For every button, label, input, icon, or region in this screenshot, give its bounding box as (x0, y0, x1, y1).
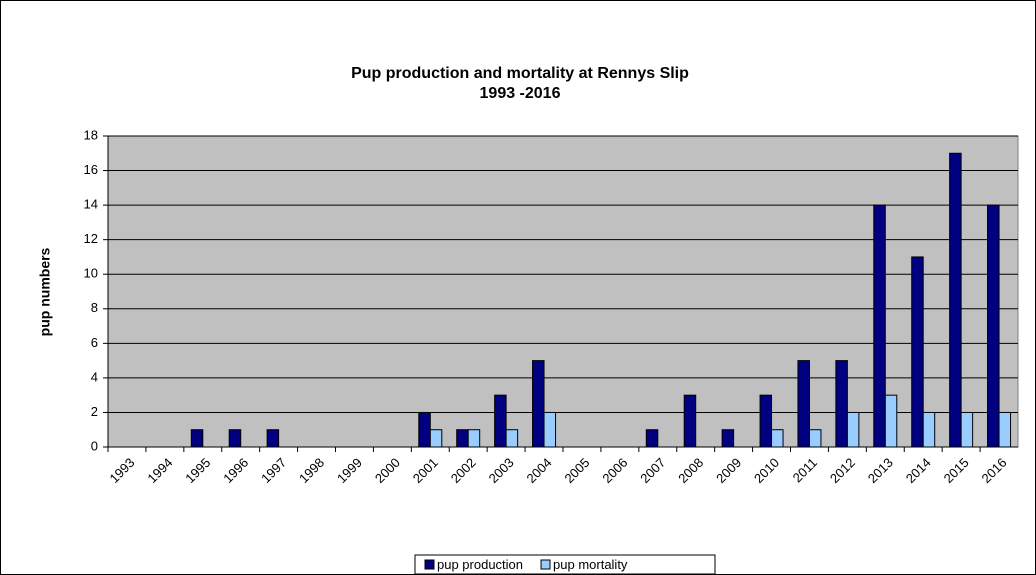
y-tick-label: 2 (91, 404, 98, 419)
bar (835, 360, 848, 448)
y-tick-label: 16 (84, 162, 98, 177)
y-tick-label: 8 (91, 300, 98, 315)
bar (771, 429, 784, 448)
bar (418, 411, 431, 448)
bar (494, 394, 507, 448)
bar (532, 360, 545, 448)
chart-title: Pup production and mortality at Rennys S… (351, 65, 689, 82)
plot-area (107, 135, 1019, 448)
bar (645, 429, 659, 448)
bar (228, 429, 242, 448)
bar (922, 411, 936, 448)
bar (884, 394, 898, 448)
bar (190, 429, 204, 448)
legend-label: pup production (437, 557, 523, 572)
legend-swatch (540, 559, 551, 570)
y-tick-label: 4 (91, 369, 98, 384)
bar (960, 411, 974, 448)
y-axis-label: pup numbers (37, 247, 53, 336)
bar (683, 394, 697, 448)
bar (505, 429, 519, 448)
bar (543, 411, 557, 448)
y-tick-label: 0 (91, 438, 98, 453)
y-tick-label: 14 (84, 197, 98, 212)
bar (911, 256, 924, 448)
bar (949, 152, 962, 448)
y-tick-label: 12 (84, 231, 98, 246)
bar (808, 429, 822, 448)
legend-box (414, 554, 716, 575)
bar (429, 429, 443, 448)
bar (846, 411, 860, 448)
bar (998, 411, 1012, 448)
bar (721, 429, 735, 448)
legend-swatch (424, 559, 435, 570)
legend-label: pup mortality (553, 557, 628, 572)
y-tick-label: 18 (84, 127, 98, 142)
chart-subtitle: 1993 -2016 (480, 85, 561, 102)
bar (456, 429, 469, 448)
bar (266, 429, 280, 448)
y-tick-label: 6 (91, 335, 98, 350)
bar (987, 204, 1000, 448)
bar (467, 429, 481, 448)
bar (759, 394, 773, 448)
bar (873, 204, 886, 448)
bar (797, 360, 810, 448)
y-tick-label: 10 (84, 266, 98, 281)
